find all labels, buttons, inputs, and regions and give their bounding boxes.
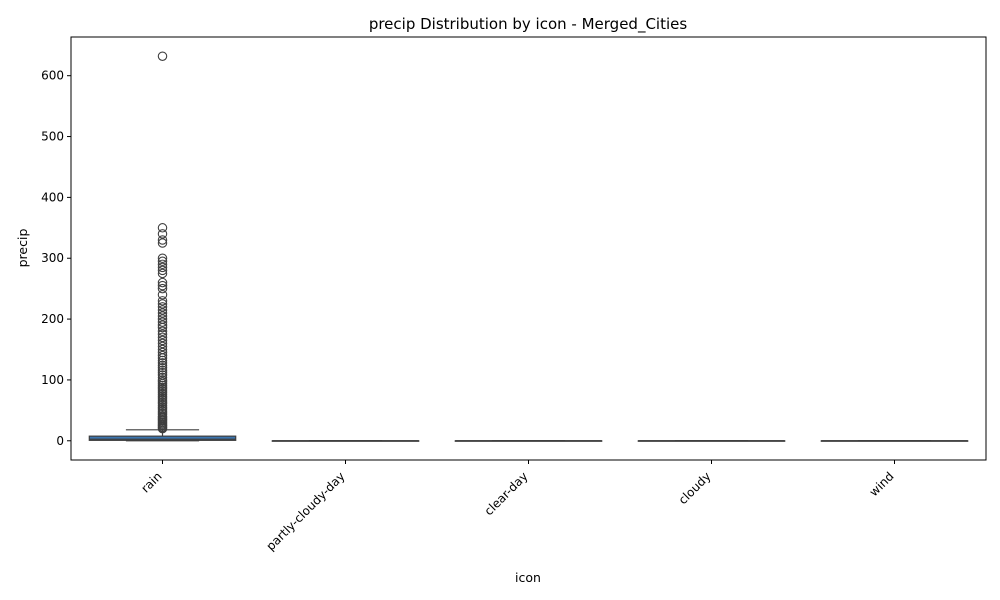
- y-tick-label: 300: [41, 251, 64, 265]
- outlier-point: [157, 367, 168, 378]
- box: [88, 435, 237, 441]
- box-group-rain: [88, 51, 237, 442]
- outlier-point: [157, 360, 168, 371]
- x-tick-label: rain: [138, 469, 164, 495]
- outlier-point: [157, 347, 168, 358]
- outlier-point: [157, 277, 168, 288]
- outlier-point: [157, 299, 168, 309]
- outlier-point: [157, 311, 168, 321]
- x-tick-label: wind: [867, 469, 897, 499]
- outlier-point: [157, 51, 168, 61]
- outlier-point: [157, 305, 168, 315]
- outlier-point: [157, 223, 168, 233]
- outlier-point: [157, 308, 168, 318]
- outlier-point: [157, 268, 168, 279]
- outlier-point: [157, 329, 168, 340]
- y-tick-label: 0: [56, 434, 64, 448]
- outlier-point: [157, 326, 168, 337]
- outlier-point: [157, 372, 168, 383]
- outlier-point: [157, 238, 168, 248]
- box-group-partly-cloudy-day: [271, 440, 420, 442]
- outlier-point: [157, 229, 168, 239]
- outlier-point: [157, 350, 168, 361]
- y-tick-label: 200: [41, 312, 64, 326]
- box-group-clear-day: [454, 440, 603, 442]
- x-tick-label: clear-day: [482, 469, 531, 518]
- y-tick-label: 400: [41, 190, 64, 204]
- plot-area: [88, 51, 969, 442]
- x-tick-label: cloudy: [676, 469, 714, 507]
- x-axis: rain partly-cloudy-day clear-day cloudy wind: [138, 460, 897, 553]
- outlier-point: [157, 317, 168, 327]
- outlier-point: [157, 256, 168, 267]
- outlier-point: [157, 314, 168, 324]
- outlier-point: [157, 280, 168, 291]
- outlier-point: [157, 365, 168, 375]
- outlier-point: [157, 320, 168, 330]
- outlier-point: [157, 341, 168, 352]
- plot-frame: [70, 36, 987, 461]
- y-tick-label: 600: [41, 69, 64, 83]
- outlier-point: [157, 283, 168, 294]
- outlier-point: [157, 259, 168, 270]
- outlier-point: [157, 289, 168, 300]
- outlier-point: [157, 296, 168, 306]
- box-group-wind: [820, 440, 969, 442]
- y-tick-label: 100: [41, 373, 64, 387]
- outlier-point: [157, 344, 168, 355]
- outlier-point: [157, 358, 168, 368]
- outlier-point: [157, 338, 168, 349]
- y-axis: 0 100 200 300 400 500 600: [41, 69, 71, 448]
- chart-title: precip Distribution by icon - Merged_Cit…: [369, 15, 688, 34]
- x-axis-label: icon: [515, 570, 541, 585]
- outlier-point: [157, 332, 168, 343]
- outlier-point: [157, 375, 168, 385]
- y-tick-label: 500: [41, 130, 64, 144]
- outlier-point: [157, 262, 168, 273]
- outlier-point: [157, 370, 168, 380]
- box-group-cloudy: [637, 440, 786, 442]
- outlier-point: [157, 253, 168, 263]
- outlier-point: [157, 335, 168, 346]
- y-axis-label: precip: [15, 229, 30, 268]
- outlier-point: [157, 265, 168, 276]
- outlier-point: [157, 235, 168, 245]
- outlier-point: [157, 302, 168, 312]
- x-tick-label: partly-cloudy-day: [264, 469, 348, 553]
- outlier-point: [157, 363, 168, 373]
